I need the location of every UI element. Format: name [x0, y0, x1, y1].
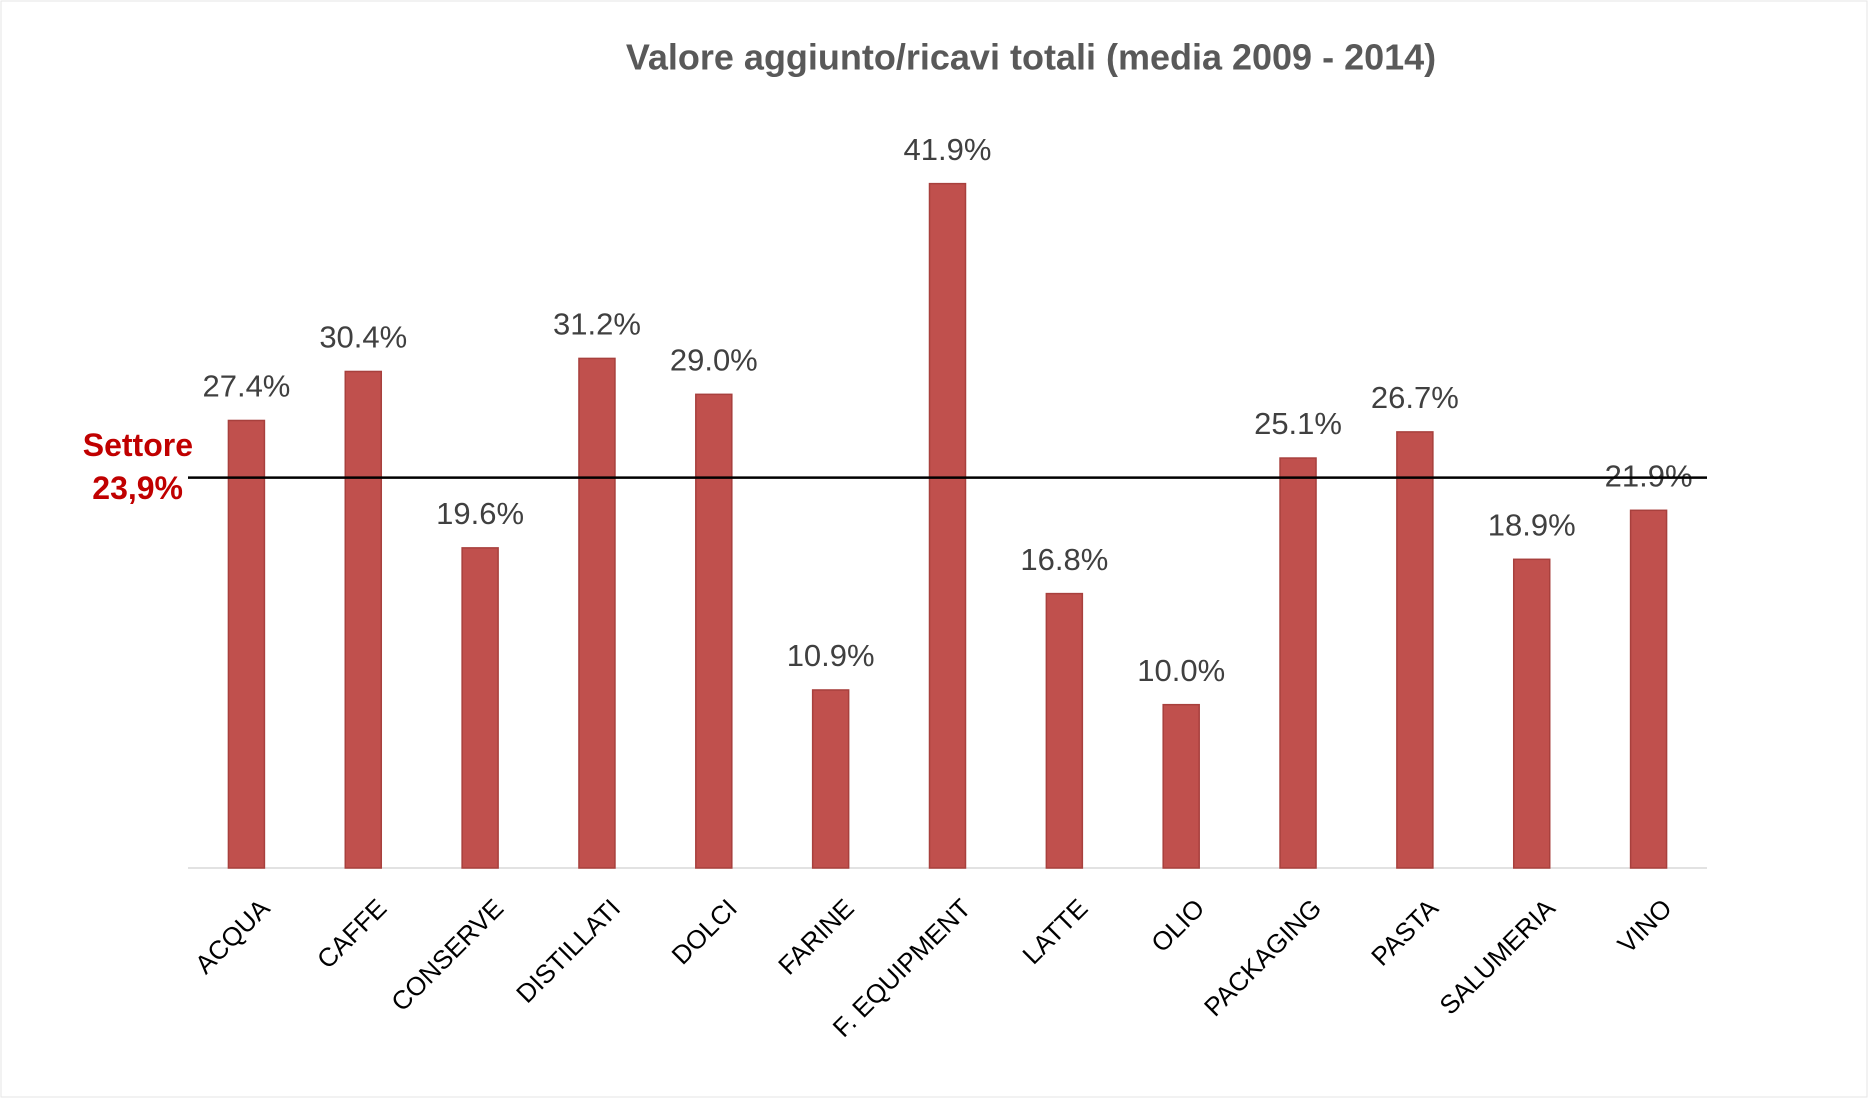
x-tick-label: PACKAGING [1198, 893, 1327, 1022]
chart-title: Valore aggiunto/ricavi totali (media 200… [626, 37, 1436, 78]
value-label: 27.4% [202, 369, 290, 404]
bar [578, 357, 616, 869]
x-tick-label: CAFFE [311, 893, 392, 974]
value-label: 21.9% [1605, 458, 1693, 493]
x-tick-label: FARINE [772, 893, 860, 981]
value-label: 26.7% [1371, 380, 1459, 415]
x-tick-label: ACQUA [189, 892, 276, 979]
value-label: 10.0% [1137, 653, 1225, 688]
value-label: 18.9% [1488, 507, 1576, 542]
bar [928, 182, 967, 869]
bar [1162, 703, 1200, 869]
x-tick-label: SALUMERIA [1433, 892, 1561, 1020]
reference-name: Settore [83, 427, 193, 463]
bar [1279, 457, 1317, 869]
bar [1045, 592, 1084, 869]
bar [1512, 558, 1551, 869]
value-label: 19.6% [436, 496, 524, 531]
bar [811, 689, 850, 869]
x-tick-label: DOLCI [666, 893, 743, 970]
x-tick-label: VINO [1612, 893, 1678, 959]
x-tick-label: OLIO [1145, 893, 1210, 958]
value-label: 25.1% [1254, 406, 1342, 441]
x-tick-label: DISTILLATI [510, 893, 626, 1009]
bar [227, 419, 266, 869]
bar [695, 393, 733, 869]
bar [1396, 431, 1434, 869]
value-label: 29.0% [670, 343, 758, 378]
bar [344, 370, 383, 869]
value-label: 31.2% [553, 307, 641, 342]
x-tick-label: PASTA [1365, 892, 1444, 971]
value-label: 16.8% [1020, 542, 1108, 577]
x-tick-label: LATTE [1016, 893, 1093, 970]
value-label: 41.9% [904, 132, 992, 167]
bar [1629, 509, 1668, 869]
reference-label: 23,9% [92, 470, 183, 506]
value-label: 10.9% [787, 638, 875, 673]
x-tick-label: CONSERVE [385, 893, 509, 1017]
value-label: 30.4% [319, 320, 407, 355]
bar [461, 547, 499, 869]
